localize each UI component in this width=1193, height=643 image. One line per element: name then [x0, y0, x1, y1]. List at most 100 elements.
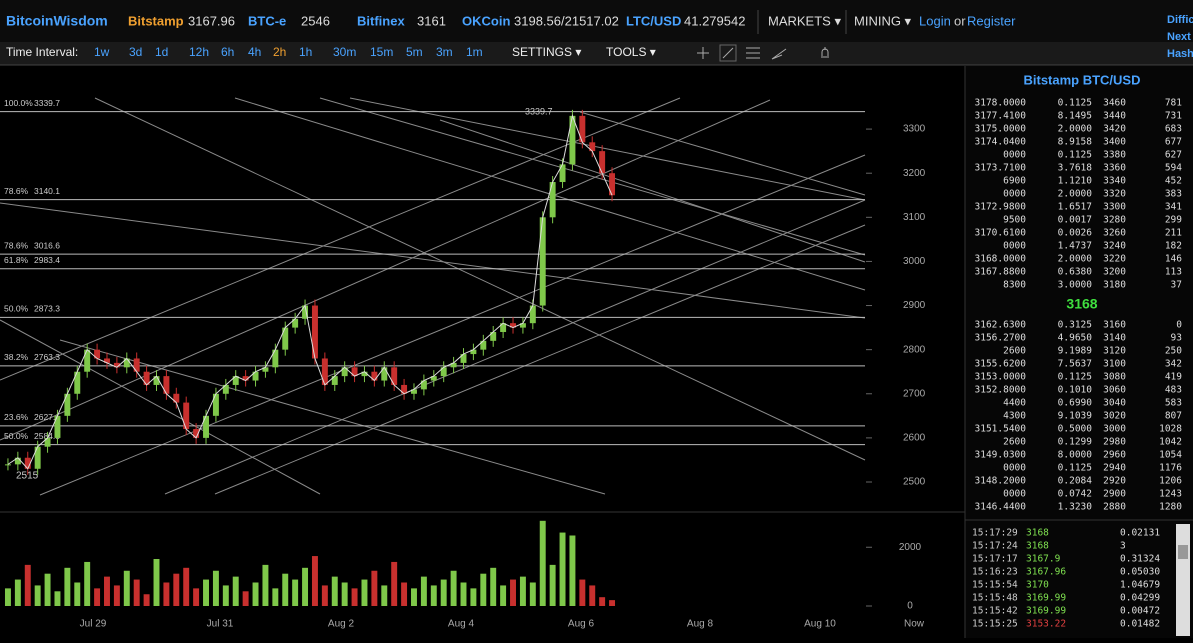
orderbook-cell: 2.0000	[1058, 124, 1093, 135]
ticker-name[interactable]: LTC/USD	[626, 13, 681, 28]
orderbook-cell: 3148.2000	[975, 476, 1027, 487]
fib-value: 3016.6	[34, 240, 60, 250]
trade-price: 3168	[1026, 541, 1049, 552]
ticker-price: 2546	[301, 13, 330, 28]
volume-bar	[450, 570, 457, 606]
volume-bar	[123, 570, 130, 606]
fib-label: 100.0%	[4, 98, 33, 108]
orderbook-cell: 3.7618	[1058, 163, 1093, 174]
menu[interactable]: MINING ▾	[854, 13, 912, 28]
trade-time: 15:15:48	[972, 593, 1018, 604]
interval[interactable]: 15m	[370, 45, 393, 59]
x-tick-label: Jul 31	[207, 619, 234, 630]
orderbook-cell: 6900	[1003, 176, 1026, 187]
side-link[interactable]: Hash	[1167, 48, 1193, 60]
orderbook-cell: 0.6990	[1058, 398, 1093, 409]
candle-body	[331, 376, 338, 385]
orderbook-cell: 2880	[1103, 502, 1126, 513]
y-tick-label: 2800	[903, 344, 926, 355]
interval[interactable]: 4h	[248, 45, 261, 59]
fib-label: 78.6%	[4, 186, 29, 196]
candle-body	[222, 384, 229, 394]
interval[interactable]: 3d	[129, 45, 142, 59]
interval[interactable]: 3m	[436, 45, 453, 59]
volume-bar	[519, 576, 526, 606]
candle-body	[599, 151, 606, 174]
interval[interactable]: 2h	[273, 45, 286, 59]
volume-bar	[361, 579, 368, 606]
orderbook-cell: 8.0000	[1058, 450, 1093, 461]
orderbook-cell: 483	[1165, 385, 1182, 396]
brand[interactable]: BitcoinWisdom	[6, 13, 108, 29]
side-link[interactable]: Next	[1167, 31, 1191, 43]
candle-body	[589, 142, 596, 152]
orderbook-cell: 3000	[1103, 424, 1126, 435]
volume-bar	[440, 579, 447, 606]
volume-bar	[4, 588, 11, 606]
fib-label: 38.2%	[4, 352, 29, 362]
candle-body	[183, 402, 190, 430]
candle-body	[529, 305, 536, 324]
interval[interactable]: 30m	[333, 45, 356, 59]
orderbook-cell: 3172.9800	[975, 202, 1027, 213]
trade-price: 3169.99	[1026, 593, 1066, 604]
interval[interactable]: 5m	[406, 45, 423, 59]
trade-price: 3153.22	[1026, 619, 1066, 630]
volume-bar	[104, 576, 110, 606]
login[interactable]: Login	[919, 13, 951, 28]
volume-bar	[321, 585, 328, 606]
orderbook-cell: 583	[1165, 398, 1182, 409]
trend-lines	[0, 97, 866, 496]
ticker-name[interactable]: BTC-e	[248, 13, 286, 28]
candle-body	[460, 354, 467, 363]
y-tick-label: 3200	[903, 168, 926, 179]
orderbook-cell: 0.6380	[1058, 267, 1093, 278]
candle-body	[212, 393, 219, 416]
trade-price: 3169.99	[1026, 606, 1066, 617]
ticker-name[interactable]: Bitfinex	[357, 13, 405, 28]
orderbook-cell: 3360	[1103, 163, 1126, 174]
ticker-price: 3161	[417, 13, 446, 28]
orderbook-cell: 3240	[1103, 241, 1126, 252]
side-link[interactable]: Diffic	[1167, 14, 1193, 26]
candle-body	[44, 437, 51, 447]
orderbook-cell: 1.1210	[1058, 176, 1093, 187]
volume-bar	[94, 588, 101, 606]
interval-label: Time Interval:	[6, 45, 78, 59]
orderbook-cell: 2.0000	[1058, 189, 1093, 200]
candle-body	[153, 376, 160, 385]
interval[interactable]: 12h	[189, 45, 209, 59]
volume-bar	[14, 579, 21, 606]
orderbook-cell: 0000	[1003, 241, 1026, 252]
tools[interactable]: TOOLS ▾	[606, 45, 656, 59]
interval[interactable]: 6h	[221, 45, 234, 59]
ticker-name[interactable]: Bitstamp	[128, 13, 184, 28]
candle-body	[500, 323, 507, 333]
orderbook-cell: 3340	[1103, 176, 1126, 187]
x-tick-label: Aug 6	[568, 619, 595, 630]
candle-body	[193, 429, 200, 438]
volume-bar	[569, 535, 576, 606]
volume-bar	[351, 588, 358, 606]
orderbook-cell: 0.0017	[1058, 215, 1092, 226]
interval[interactable]: 1h	[299, 45, 312, 59]
orderbook-cell: 182	[1165, 241, 1182, 252]
interval[interactable]: 1m	[466, 45, 483, 59]
orderbook-cell: 1243	[1159, 489, 1182, 500]
trade-time: 15:17:29	[972, 528, 1018, 539]
candle-body	[440, 367, 447, 377]
candle-body	[490, 332, 497, 341]
ticker-name[interactable]: OKCoin	[462, 13, 510, 28]
candle-body	[420, 380, 427, 390]
interval[interactable]: 1d	[155, 45, 168, 59]
trade-price: 3168	[1026, 528, 1049, 539]
orderbook-cell: 3151.5400	[975, 424, 1027, 435]
volume-bar	[510, 579, 516, 606]
menu[interactable]: MARKETS ▾	[768, 13, 841, 28]
interval[interactable]: 1w	[94, 45, 110, 59]
settings[interactable]: SETTINGS ▾	[512, 45, 581, 59]
candle-body	[34, 446, 41, 469]
volume-bar	[143, 594, 150, 606]
register[interactable]: Register	[967, 13, 1016, 28]
fib-value: 3140.1	[34, 186, 60, 196]
